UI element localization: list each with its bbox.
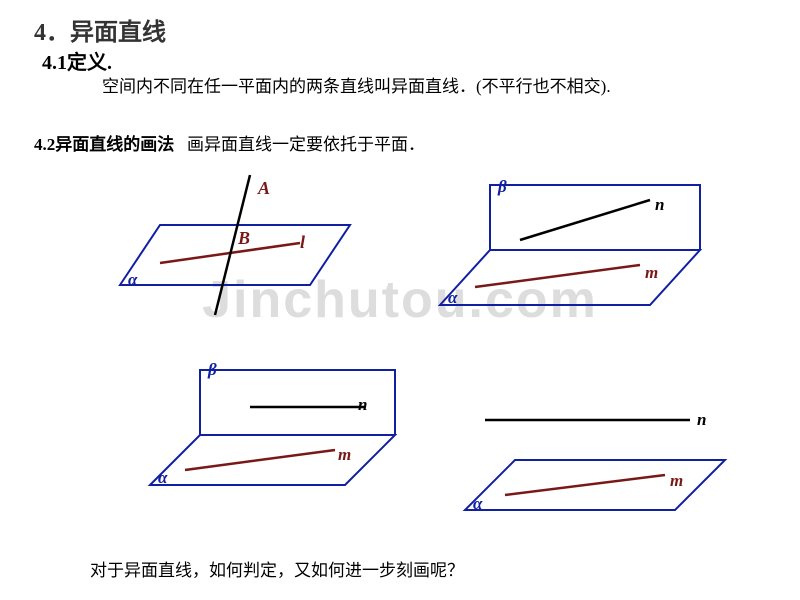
label-n-3: n: [358, 395, 367, 415]
heading-4: 4．异面直线: [34, 12, 166, 47]
label-beta-3: β: [208, 360, 217, 380]
section-4-2: 4.2异面直线的画法 画异面直线一定要依托于平面．: [34, 130, 425, 155]
figure-1: [100, 165, 360, 335]
label-m-2: m: [645, 263, 658, 283]
plane-alpha-2: [440, 250, 700, 305]
slide-container: Jinchutou.com 4．异面直线 4.1定义. 空间内不同在任一平面内的…: [0, 0, 800, 600]
label-m-3: m: [338, 445, 351, 465]
line-n-2: [520, 200, 650, 240]
figure-3: [130, 345, 410, 515]
section-4-2-label: 4.2异面直线的画法: [34, 135, 174, 154]
figure-2: [420, 165, 720, 335]
line-m-4: [505, 475, 665, 495]
definition-content: 空间内不同在任一平面内的两条直线叫异面直线．(不平行也不相交).: [60, 74, 611, 100]
label-l: l: [300, 232, 305, 253]
label-alpha-2: α: [448, 288, 457, 308]
label-n-4: n: [697, 410, 706, 430]
line-m-2: [475, 265, 640, 287]
label-B: B: [238, 228, 250, 249]
bottom-question: 对于异面直线，如何判定，又如何进一步刻画呢？: [90, 558, 464, 584]
heading-4-1: 4.1定义.: [42, 46, 112, 75]
definition-text: 空间内不同在任一平面内的两条直线叫异面直线．(不平行也不相交).: [60, 74, 660, 100]
label-n-2: n: [655, 195, 664, 215]
label-alpha-3: α: [158, 468, 167, 488]
label-alpha-4: α: [473, 494, 482, 514]
section-4-2-text: 画异面直线一定要依托于平面．: [187, 135, 425, 154]
label-m-4: m: [670, 471, 683, 491]
label-alpha-1: α: [128, 270, 137, 290]
plane-alpha-3: [150, 435, 395, 485]
label-A: A: [258, 178, 270, 199]
line-m-3: [185, 450, 335, 470]
label-beta-2: β: [498, 177, 507, 197]
